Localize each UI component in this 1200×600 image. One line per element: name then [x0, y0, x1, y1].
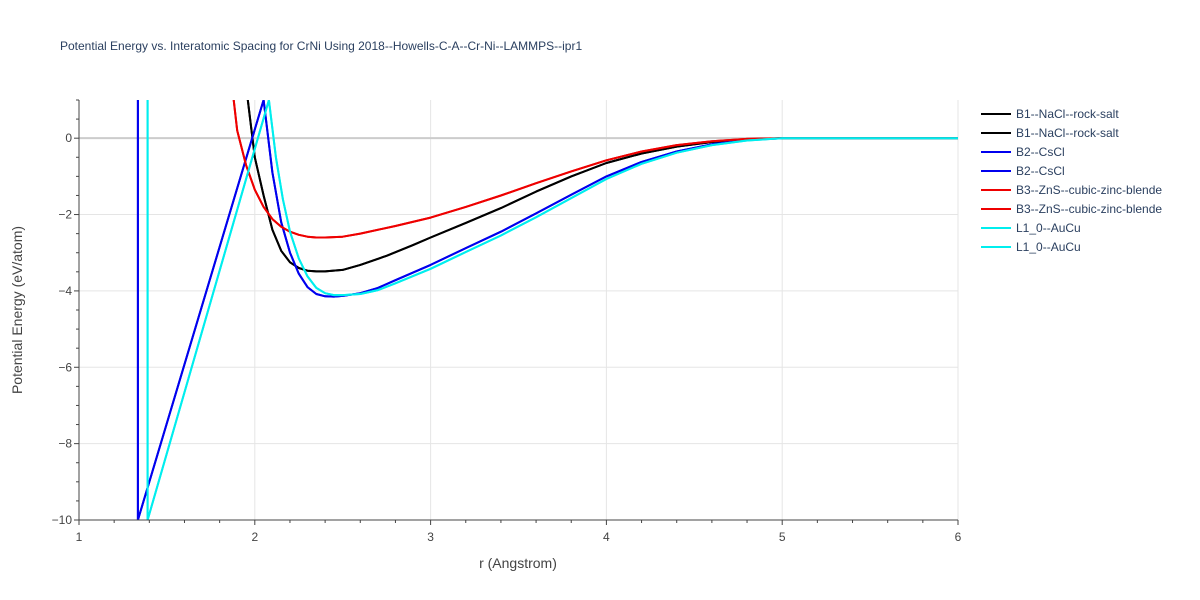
- y-tick-label: −8: [58, 437, 72, 451]
- legend-item[interactable]: B3--ZnS--cubic-zinc-blende: [981, 202, 1162, 216]
- x-tick-label: 1: [76, 530, 83, 544]
- legend-item[interactable]: B1--NaCl--rock-salt: [981, 126, 1119, 140]
- chart-title: Potential Energy vs. Interatomic Spacing…: [60, 39, 582, 53]
- legend-label: B3--ZnS--cubic-zinc-blende: [1016, 183, 1162, 197]
- legend-item[interactable]: B2--CsCl: [981, 145, 1065, 159]
- legend-item[interactable]: L1_0--AuCu: [981, 240, 1081, 254]
- x-tick-label: 2: [251, 530, 258, 544]
- x-tick-label: 5: [779, 530, 786, 544]
- y-tick-label: −4: [58, 284, 72, 298]
- legend-label: B2--CsCl: [1016, 145, 1065, 159]
- legend-item[interactable]: L1_0--AuCu: [981, 221, 1081, 235]
- axes: [74, 99, 959, 525]
- y-axis-title: Potential Energy (eV/atom): [9, 226, 25, 394]
- legend-item[interactable]: B2--CsCl: [981, 164, 1065, 178]
- x-axis-title: r (Angstrom): [479, 555, 557, 571]
- y-tick-label: 0: [65, 131, 72, 145]
- x-tick-labels: 1 2 3 4 5 6: [76, 530, 962, 544]
- series-line-l1-0-aucu-7: [146, 100, 958, 520]
- y-tick-labels: 0 −2 −4 −6 −8 −10: [52, 131, 73, 527]
- legend-label: B3--ZnS--cubic-zinc-blende: [1016, 202, 1162, 216]
- x-tick-label: 6: [955, 530, 962, 544]
- grid-lines: [79, 100, 959, 520]
- legend-label: B1--NaCl--rock-salt: [1016, 126, 1119, 140]
- y-tick-label: −10: [52, 513, 73, 527]
- legend-label: L1_0--AuCu: [1016, 221, 1081, 235]
- legend-item[interactable]: B3--ZnS--cubic-zinc-blende: [981, 183, 1162, 197]
- y-tick-label: −2: [58, 208, 72, 222]
- legend-item[interactable]: B1--NaCl--rock-salt: [981, 107, 1119, 121]
- series-line-b3-zns-cubic-zinc-blende-5: [232, 100, 958, 239]
- series-lines: [136, 100, 958, 520]
- y-tick-label: −6: [58, 360, 72, 374]
- legend-label: L1_0--AuCu: [1016, 240, 1081, 254]
- legend[interactable]: B1--NaCl--rock-salt B1--NaCl--rock-salt B2…: [981, 107, 1162, 254]
- series-line-b1-nacl-rock-salt-1: [246, 100, 958, 273]
- legend-label: B1--NaCl--rock-salt: [1016, 107, 1119, 121]
- legend-label: B2--CsCl: [1016, 164, 1065, 178]
- x-tick-label: 3: [427, 530, 434, 544]
- x-tick-label: 4: [603, 530, 610, 544]
